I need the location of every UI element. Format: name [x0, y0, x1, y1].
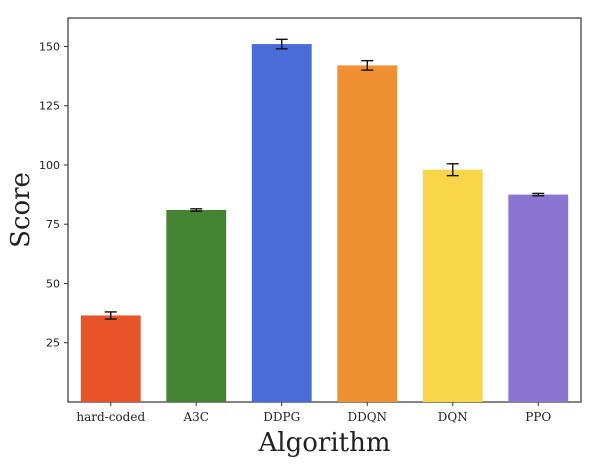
x-tick-label: PPO	[525, 410, 551, 424]
y-axis-ticks: 25 50 75 100 125 150	[39, 40, 68, 350]
y-tick-label: 125	[39, 100, 60, 113]
bar-a3c	[166, 210, 227, 402]
bar-ddpg	[251, 44, 312, 403]
y-tick-label: 50	[46, 277, 60, 290]
plot-frame	[67, 17, 582, 403]
y-tick-label: 150	[39, 40, 60, 53]
x-tick-label: A3C	[183, 410, 209, 424]
x-tick-label: DQN	[438, 410, 468, 424]
bar-dqn	[422, 169, 483, 402]
y-tick-label: 75	[46, 218, 60, 231]
bar-hard-coded	[80, 315, 141, 402]
y-tick-label: 25	[46, 337, 60, 350]
x-tick-label: DDPG	[263, 410, 300, 424]
bar-ppo	[508, 194, 569, 402]
x-tick-label: DDQN	[347, 410, 387, 424]
y-tick-label: 100	[39, 159, 60, 172]
bars-group	[80, 38, 569, 403]
x-tick-label: hard-coded	[76, 410, 145, 424]
bar-ddqn	[337, 65, 398, 402]
x-axis-tick-labels: hard-coded A3C DDPG DDQN DQN PPO	[76, 402, 551, 424]
y-axis-title: Score	[6, 172, 36, 248]
x-axis-title: Algorithm	[258, 428, 391, 458]
